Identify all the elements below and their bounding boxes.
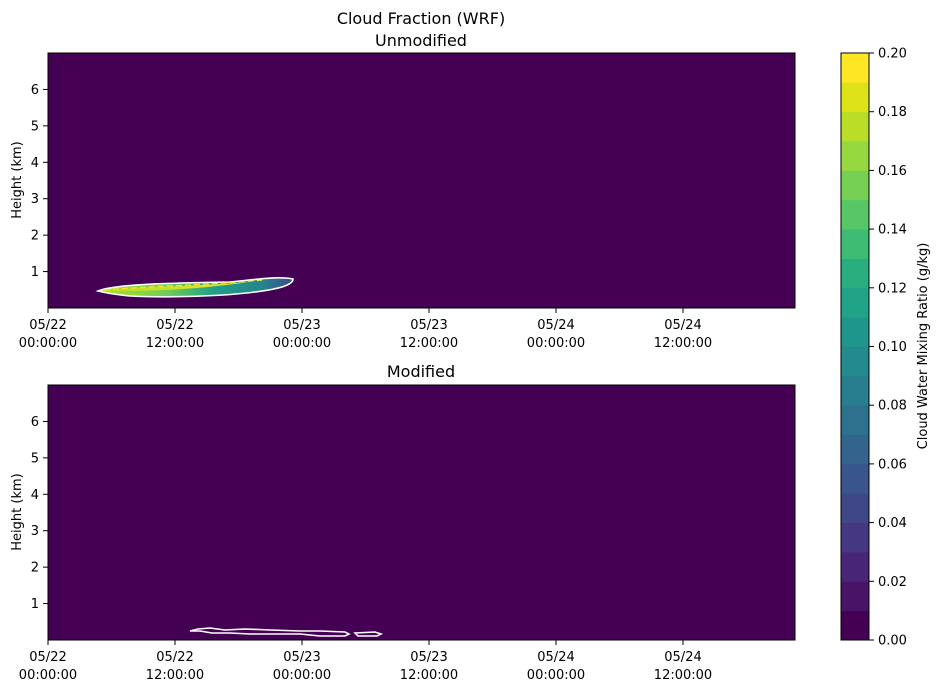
colorbar-band	[841, 463, 869, 494]
x-axis-unmodified: 05/22 00:00:00 05/22 12:00:00 05/23 00:00:00 0…	[19, 308, 712, 351]
x-tick-label: 05/24	[664, 318, 701, 333]
contour-line-modified-a	[189, 627, 351, 637]
cloud-core-unmodified	[100, 282, 250, 292]
x-tick-label: 00:00:00	[273, 336, 331, 351]
colorbar-band	[841, 170, 869, 201]
x-tick-label: 05/23	[410, 650, 447, 665]
colorbar-band	[841, 82, 869, 113]
x-tick-label: 00:00:00	[19, 336, 77, 351]
y-axis-label-unmodified: Height (km)	[10, 141, 25, 218]
x-tick-label: 12:00:00	[146, 668, 204, 683]
x-axis-modified: 05/22 00:00:00 05/22 12:00:00 05/23 00:00:00 0…	[19, 640, 712, 683]
colorbar-bands	[841, 53, 869, 641]
y-axis-unmodified: 1 2 3 4 5 6	[31, 83, 48, 280]
y-tick-label: 4	[31, 488, 39, 503]
y-tick-label: 3	[31, 192, 39, 207]
x-tick-label: 12:00:00	[654, 336, 712, 351]
y-tick-label: 4	[31, 156, 39, 171]
colorbar: 0.00 0.02 0.04 0.06 0.08 0.10 0.12 0.14 0.16 0.18…	[840, 47, 931, 649]
colorbar-tick-label: 0.08	[878, 399, 907, 414]
colorbar-label: Cloud Water Mixing Ratio (g/kg)	[916, 243, 931, 450]
colorbar-band	[841, 405, 869, 436]
x-tick-label: 05/23	[283, 318, 320, 333]
y-tick-label: 5	[31, 119, 39, 134]
y-tick-label: 1	[31, 265, 39, 280]
panel-title-unmodified: Unmodified	[375, 31, 467, 50]
x-tick-label: 12:00:00	[400, 336, 458, 351]
colorbar-band	[841, 199, 869, 230]
colorbar-tick-label: 0.10	[878, 340, 907, 355]
colorbar-ticks: 0.00 0.02 0.04 0.06 0.08 0.10 0.12 0.14 0.16 0.18…	[869, 47, 907, 649]
plot-area-modified	[47, 384, 796, 641]
colorbar-band	[841, 258, 869, 289]
y-axis-modified: 1 2 3 4 5 6	[31, 415, 48, 612]
y-axis-label-modified: Height (km)	[10, 473, 25, 550]
colorbar-band	[841, 551, 869, 582]
contour-inner-unmodified	[103, 279, 263, 291]
colorbar-tick-label: 0.06	[878, 457, 907, 472]
panel-unmodified: Unmodified 05/2200:00:0005/2212:00:0005/…	[10, 31, 796, 351]
y-tick-label: 1	[31, 597, 39, 612]
colorbar-tick-label: 0.00	[878, 634, 907, 649]
colorbar-band	[841, 493, 869, 524]
y-tick-label: 6	[31, 83, 39, 98]
y-tick-label: 6	[31, 415, 39, 430]
colorbar-tick-label: 0.18	[878, 105, 907, 120]
colorbar-band	[841, 287, 869, 318]
x-tick-label: 05/23	[283, 650, 320, 665]
x-tick-label: 05/24	[537, 650, 574, 665]
x-tick-label: 05/24	[537, 318, 574, 333]
colorbar-tick-label: 0.02	[878, 575, 907, 590]
y-tick-label: 2	[31, 561, 39, 576]
y-tick-label: 2	[31, 229, 39, 244]
colorbar-band	[841, 141, 869, 171]
colorbar-tick-label: 0.20	[878, 47, 907, 62]
colorbar-band	[841, 111, 869, 142]
colorbar-band	[841, 522, 869, 553]
x-tick-label: 12:00:00	[400, 668, 458, 683]
colorbar-tick-label: 0.04	[878, 516, 907, 531]
x-tick-label: 00:00:00	[19, 668, 77, 683]
colorbar-tick-label: 0.16	[878, 164, 907, 179]
plot-area-unmodified	[47, 52, 796, 309]
colorbar-tick-label: 0.14	[878, 223, 907, 238]
x-tick-label: 05/22	[29, 318, 66, 333]
contour-line-unmodified	[95, 276, 294, 298]
x-tick-label: 12:00:00	[146, 336, 204, 351]
x-tick-label: 00:00:00	[273, 668, 331, 683]
colorbar-band	[841, 53, 869, 83]
x-tick-label: 00:00:00	[527, 336, 585, 351]
y-tick-label: 3	[31, 524, 39, 539]
colorbar-band	[841, 610, 869, 641]
x-tick-label: 05/23	[410, 318, 447, 333]
x-tick-label: 05/24	[664, 650, 701, 665]
x-tick-label: 12:00:00	[654, 668, 712, 683]
contour-line-modified-b	[353, 631, 384, 637]
colorbar-band	[841, 317, 869, 347]
cloud-field-modified	[189, 627, 384, 637]
x-tick-label: 05/22	[156, 650, 193, 665]
y-tick-label: 5	[31, 451, 39, 466]
colorbar-band	[841, 434, 869, 465]
colorbar-band	[841, 229, 869, 259]
colorbar-band	[841, 581, 869, 612]
x-tick-label: 00:00:00	[527, 668, 585, 683]
panel-modified: Modified 05/22 00:00:00 05/22 12:00:00 05/23…	[10, 362, 796, 683]
colorbar-band	[841, 375, 869, 406]
colorbar-band	[841, 346, 869, 377]
colorbar-tick-label: 0.12	[878, 281, 907, 296]
panel-title-modified: Modified	[387, 362, 455, 381]
cloud-field-unmodified	[95, 276, 294, 298]
x-tick-label: 05/22	[29, 650, 66, 665]
x-tick-label: 05/22	[156, 318, 193, 333]
figure-title: Cloud Fraction (WRF)	[337, 9, 505, 28]
